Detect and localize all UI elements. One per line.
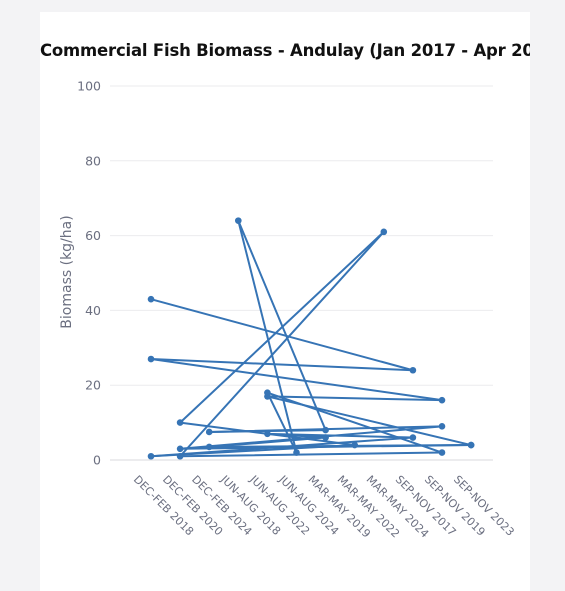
- data-point[interactable]: [147, 355, 155, 363]
- data-point[interactable]: [351, 441, 359, 449]
- data-point[interactable]: [147, 295, 155, 303]
- grid-layer: [110, 85, 493, 461]
- data-point[interactable]: [264, 389, 271, 396]
- series-line-segment: [150, 298, 414, 372]
- point-layer: [147, 217, 475, 460]
- data-point[interactable]: [380, 228, 388, 236]
- y-axis-label: Biomass (kg/ha): [59, 215, 75, 328]
- series-line-segment: [266, 395, 443, 402]
- y-tick-label: 100: [77, 79, 101, 94]
- chart-card: Commercial Fish Biomass - Andulay (Jan 2…: [40, 12, 530, 591]
- y-tick-label: 80: [85, 153, 101, 168]
- data-point[interactable]: [409, 434, 417, 441]
- data-point[interactable]: [322, 426, 329, 434]
- y-tick-label: 40: [85, 303, 101, 318]
- y-tick-layer: 0 20 40 60 80 100: [77, 79, 101, 468]
- data-point[interactable]: [438, 396, 446, 404]
- series-layer: [150, 219, 473, 458]
- y-tick-label: 60: [85, 228, 101, 243]
- y-tick-label: 20: [85, 378, 101, 393]
- series-line-segment: [237, 219, 327, 432]
- data-point[interactable]: [409, 366, 417, 374]
- data-point[interactable]: [205, 443, 213, 451]
- data-point[interactable]: [322, 434, 329, 441]
- chart-title: Commercial Fish Biomass - Andulay (Jan 2…: [40, 41, 530, 60]
- data-point[interactable]: [147, 452, 155, 460]
- series-line-segment: [208, 444, 473, 448]
- series-line-segment: [266, 432, 327, 439]
- series-line-segment: [179, 451, 443, 458]
- series-line-segment: [179, 230, 385, 458]
- data-point[interactable]: [176, 445, 184, 453]
- data-point[interactable]: [176, 419, 184, 426]
- series-line-segment: [150, 358, 414, 372]
- series-line-segment: [266, 391, 298, 454]
- data-point[interactable]: [264, 430, 271, 438]
- data-point[interactable]: [235, 217, 242, 224]
- series-line-segment: [208, 436, 327, 448]
- data-point[interactable]: [438, 423, 446, 430]
- y-tick-label: 0: [93, 453, 101, 468]
- series-line-segment: [237, 219, 298, 454]
- series-line-segment: [266, 391, 443, 454]
- data-point[interactable]: [438, 449, 446, 456]
- series-line-segment: [150, 358, 443, 402]
- data-point[interactable]: [293, 449, 300, 456]
- series-line-segment: [179, 230, 385, 424]
- data-point[interactable]: [467, 441, 475, 449]
- data-point[interactable]: [205, 428, 213, 436]
- data-point[interactable]: [176, 452, 184, 460]
